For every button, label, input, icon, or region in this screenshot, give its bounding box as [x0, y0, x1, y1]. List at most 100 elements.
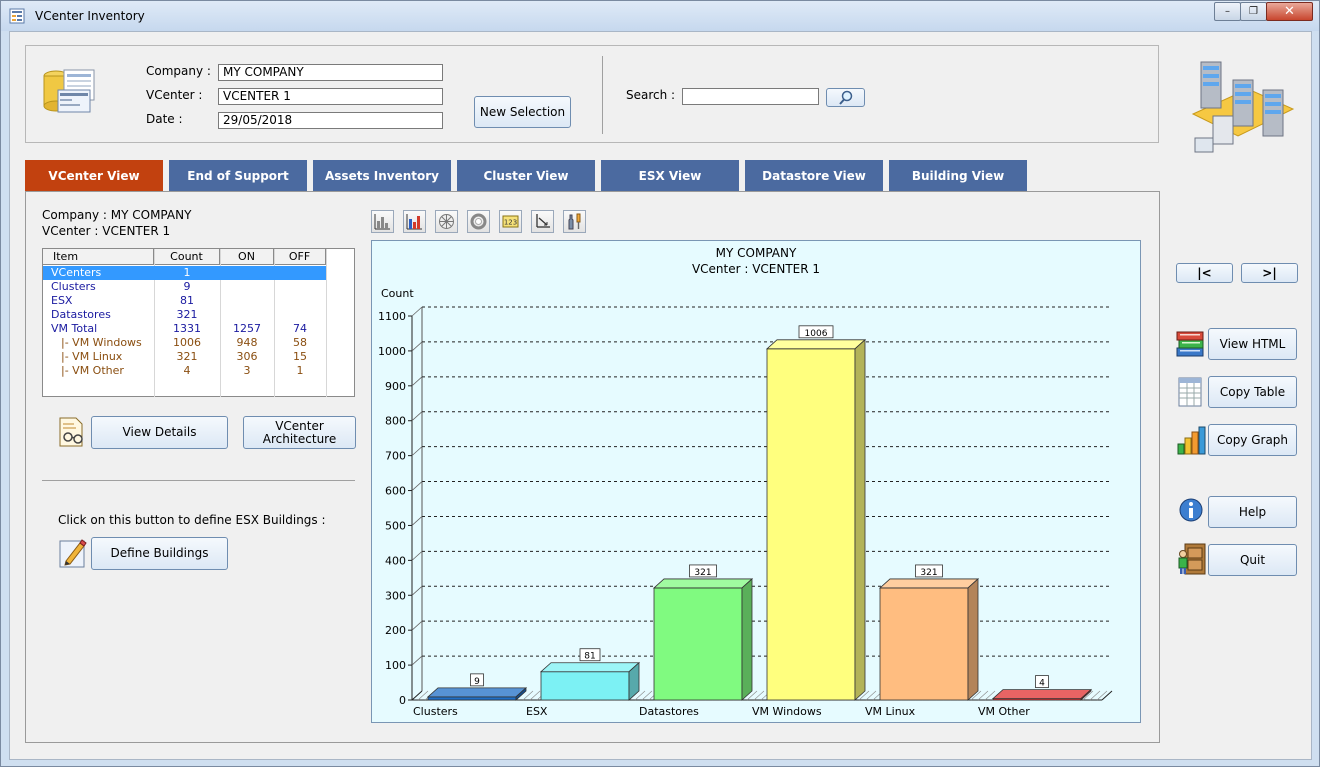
database-report-icon: [43, 69, 95, 113]
floor-hatch: [858, 690, 870, 701]
bar-top: [765, 339, 867, 350]
x-tick-label: VM Other: [978, 705, 1030, 718]
bar-front[interactable]: [540, 671, 630, 701]
window-title: VCenter Inventory: [35, 9, 145, 23]
data-label-box: [689, 564, 717, 578]
new-selection-button[interactable]: New Selection: [474, 96, 571, 128]
tab-vcenter-view[interactable]: VCenter View: [25, 160, 163, 191]
table-row[interactable]: Datastores 321: [51, 308, 198, 321]
first-record-button[interactable]: |<: [1176, 263, 1233, 283]
data-label-box: [1035, 675, 1049, 689]
floor-hatch: [753, 690, 765, 701]
axis-icon: [536, 214, 550, 228]
grid-diagonal: [411, 620, 423, 631]
table-row[interactable]: VM Total 1331 1257 74: [51, 322, 307, 335]
view-html-button[interactable]: View HTML: [1208, 328, 1297, 360]
restore-button[interactable]: ❐: [1240, 2, 1267, 21]
table-row[interactable]: Clusters 9: [51, 280, 191, 293]
chart-title: MY COMPANY: [716, 246, 797, 260]
tab-esx-view[interactable]: ESX View: [601, 160, 739, 191]
date-label: Date :: [146, 112, 183, 126]
bar-top: [426, 687, 528, 698]
vcenter-field[interactable]: VCENTER 1: [218, 88, 443, 105]
donut-chart-tool[interactable]: [467, 210, 490, 233]
bar-front[interactable]: [653, 587, 743, 701]
vcenter-architecture-button[interactable]: VCenter Architecture: [243, 416, 356, 449]
define-buildings-button[interactable]: Define Buildings: [91, 537, 228, 570]
values-123-icon: 123: [502, 215, 519, 228]
y-tick-label: 0: [399, 694, 406, 707]
bar-chart-tool[interactable]: [371, 210, 394, 233]
floor-hatch: [984, 690, 996, 701]
date-field[interactable]: 29/05/2018: [218, 112, 443, 129]
svg-text:123: 123: [504, 219, 517, 227]
floor-hatch: [529, 690, 541, 701]
inventory-table[interactable]: Item Count ON OFF VCenters 1 Clusters: [42, 248, 355, 397]
chart-settings-tool[interactable]: [563, 210, 586, 233]
color-bar-chart-tool[interactable]: [403, 210, 426, 233]
grid-diagonal: [411, 411, 423, 422]
tab-end-of-support[interactable]: End of Support: [169, 160, 307, 191]
close-button[interactable]: ✕: [1266, 2, 1313, 21]
grid-diagonal: [411, 376, 423, 387]
tab-datastore-view[interactable]: Datastore View: [745, 160, 883, 191]
col-off[interactable]: OFF: [274, 249, 326, 265]
pie-chart-tool[interactable]: [435, 210, 458, 233]
bar-front[interactable]: [879, 587, 969, 701]
axis-tool[interactable]: [531, 210, 554, 233]
minimize-button[interactable]: –: [1214, 2, 1241, 21]
view-details-button[interactable]: View Details: [91, 416, 228, 449]
bar-side: [741, 578, 753, 701]
floor-hatch: [417, 690, 429, 701]
quit-button[interactable]: Quit: [1208, 544, 1297, 576]
data-label-box: [579, 648, 601, 662]
vcenter-bar-chart[interactable]: MY COMPANY VCenter : VCENTER 1 Count 0 10…: [371, 240, 1141, 723]
help-button[interactable]: Help: [1208, 496, 1297, 528]
bar-front[interactable]: [427, 696, 517, 701]
data-label: 321: [694, 568, 711, 578]
tab-cluster-view[interactable]: Cluster View: [457, 160, 595, 191]
copy-graph-button[interactable]: Copy Graph: [1208, 424, 1297, 456]
search-input[interactable]: [682, 88, 819, 105]
copy-table-button[interactable]: Copy Table: [1208, 376, 1297, 408]
y-tick-label: 400: [385, 554, 406, 567]
y-tick-label: 1100: [378, 310, 406, 323]
col-item[interactable]: Item: [43, 249, 154, 265]
bar-side: [515, 686, 527, 701]
table-row[interactable]: |- VM Linux 321 306 15: [61, 350, 307, 363]
pie-chart-icon: [439, 214, 454, 229]
col-on[interactable]: ON: [220, 249, 274, 265]
company-field[interactable]: MY COMPANY: [218, 64, 443, 81]
last-record-button[interactable]: >|: [1241, 263, 1298, 283]
search-button[interactable]: [826, 88, 865, 107]
tab-building-view[interactable]: Building View: [889, 160, 1027, 191]
y-tick-label: 500: [385, 519, 406, 532]
show-values-tool[interactable]: 123: [499, 210, 522, 233]
y-axis-label: Count: [381, 287, 414, 300]
graph-bars-icon: [1177, 426, 1206, 455]
tools-icon: [568, 213, 581, 230]
bar-top: [878, 578, 980, 589]
floor-edge: [1101, 690, 1113, 701]
y-tick-label: 700: [385, 450, 406, 463]
floor-hatch: [1096, 690, 1108, 701]
x-tick-label: ESX: [526, 705, 548, 718]
bar-top: [991, 689, 1093, 700]
bar-front[interactable]: [766, 348, 856, 701]
bar-top: [539, 662, 641, 673]
header-divider: [602, 56, 603, 134]
col-count[interactable]: Count: [154, 249, 220, 265]
table-row[interactable]: ESX 81: [51, 294, 194, 307]
tab-assets-inventory[interactable]: Assets Inventory: [313, 160, 451, 191]
search-label: Search :: [626, 88, 676, 102]
table-row[interactable]: VCenters 1: [43, 266, 326, 280]
floor-hatch: [970, 690, 982, 701]
table-sheet-icon: [1178, 377, 1202, 407]
edit-pencil-icon: [59, 539, 87, 568]
table-row[interactable]: |- VM Other 4 3 1: [61, 364, 304, 377]
grid-diagonal: [411, 585, 423, 596]
server-cluster-icon: [1191, 61, 1295, 153]
table-row[interactable]: |- VM Windows 1006 948 58: [61, 336, 307, 349]
color-bar-chart-icon: [406, 214, 422, 230]
